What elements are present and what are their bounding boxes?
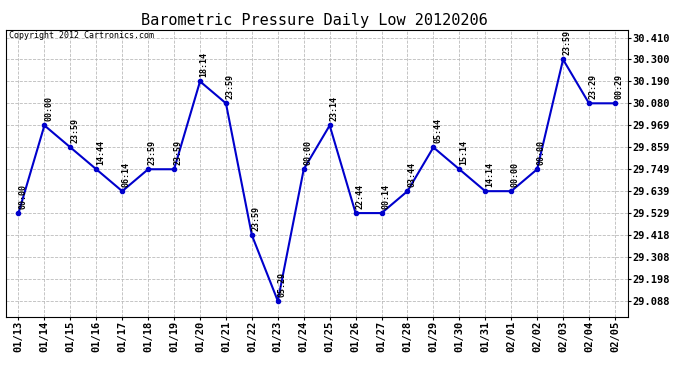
Text: 14:44: 14:44: [96, 140, 105, 165]
Text: 00:14: 00:14: [381, 184, 391, 209]
Text: 14:14: 14:14: [485, 162, 494, 187]
Text: 23:59: 23:59: [563, 30, 572, 56]
Text: 00:00: 00:00: [511, 162, 520, 187]
Text: 22:44: 22:44: [355, 184, 364, 209]
Text: 00:00: 00:00: [537, 140, 546, 165]
Text: 23:59: 23:59: [70, 118, 79, 143]
Text: 23:14: 23:14: [329, 96, 338, 121]
Text: 00:00: 00:00: [304, 140, 313, 165]
Text: 06:14: 06:14: [122, 162, 131, 187]
Text: Copyright 2012 Cartronics.com: Copyright 2012 Cartronics.com: [9, 32, 154, 40]
Text: 23:59: 23:59: [148, 140, 157, 165]
Text: Barometric Pressure Daily Low 20120206: Barometric Pressure Daily Low 20120206: [141, 13, 487, 28]
Text: 23:59: 23:59: [226, 74, 235, 99]
Text: 00:00: 00:00: [44, 96, 53, 121]
Text: 05:44: 05:44: [433, 118, 442, 143]
Text: 15:14: 15:14: [459, 140, 468, 165]
Text: 00:00: 00:00: [18, 184, 27, 209]
Text: 00:29: 00:29: [615, 74, 624, 99]
Text: 18:14: 18:14: [199, 52, 208, 77]
Text: 23:29: 23:29: [589, 74, 598, 99]
Text: 05:29: 05:29: [277, 272, 286, 297]
Text: 23:59: 23:59: [252, 206, 261, 231]
Text: 23:59: 23:59: [174, 140, 183, 165]
Text: 03:44: 03:44: [407, 162, 416, 187]
